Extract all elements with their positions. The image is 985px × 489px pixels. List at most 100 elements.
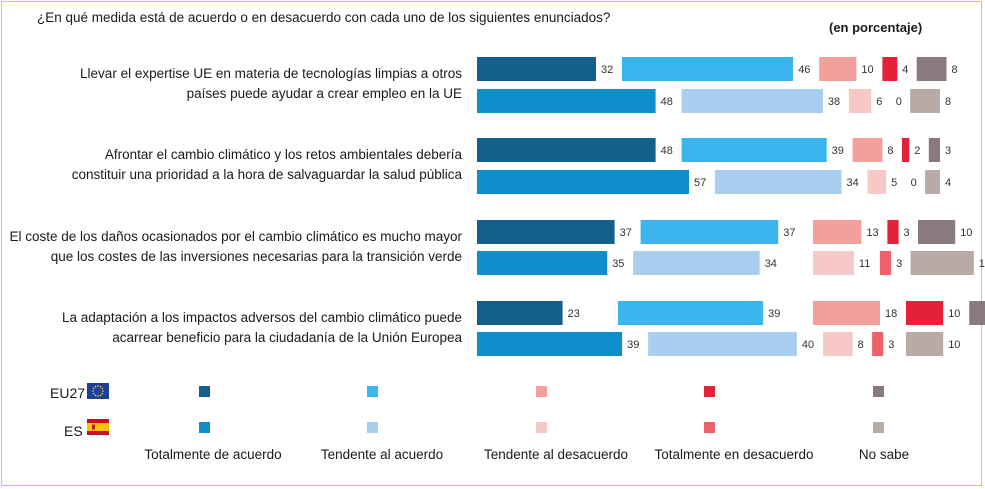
totalmente-en-desacuerdo-es-bar-3-label: 3	[896, 258, 902, 270]
no-sabe-es-bar-3-label: 17	[979, 258, 985, 270]
totalmente-de-acuerdo-eu27-bar-3	[477, 220, 615, 244]
tendente-al-acuerdo-es-bar-1-label: 38	[828, 96, 840, 108]
tendente-al-desacuerdo-eu27-bar-2	[852, 138, 883, 162]
tendente-al-acuerdo-eu27-bar-4	[618, 301, 764, 325]
no-sabe-eu27-bar-2	[928, 138, 940, 162]
tendente-al-desacuerdo-es-bar-3	[813, 251, 854, 275]
statement-2-line-1: Afrontar el cambio climático y los retos…	[105, 147, 463, 162]
totalmente-de-acuerdo-eu27-bar-1	[477, 57, 596, 81]
totalmente-de-acuerdo-es-bar-2	[477, 170, 689, 194]
legend-swatch-es-tendente-al-desacuerdo	[536, 422, 547, 433]
statement-group-4: La adaptación a los impactos adversos de…	[62, 301, 985, 356]
tendente-al-acuerdo-eu27-bar-3-label: 37	[783, 227, 795, 239]
legend-eu27-label: EU27	[50, 385, 85, 401]
legend-swatch-es-no-sabe	[873, 422, 884, 433]
totalmente-de-acuerdo-eu27-bar-4	[477, 301, 563, 325]
totalmente-de-acuerdo-es-bar-4-label: 39	[627, 339, 639, 351]
tendente-al-desacuerdo-eu27-bar-1-label: 10	[861, 64, 873, 76]
no-sabe-es-bar-2	[925, 170, 940, 194]
legend-swatch-es-totalmente-en-desacuerdo	[704, 422, 715, 433]
no-sabe-eu27-bar-2-label: 3	[945, 145, 951, 157]
totalmente-en-desacuerdo-eu27-bar-3-label: 3	[904, 227, 910, 239]
totalmente-de-acuerdo-es-bar-1-label: 48	[661, 96, 673, 108]
totalmente-en-desacuerdo-es-bar-4	[872, 332, 884, 356]
legend-swatch-eu27-tendente-al-desacuerdo	[536, 386, 547, 397]
statement-2-line-2: constituir una prioridad a la hora de sa…	[72, 167, 463, 182]
tendente-al-acuerdo-eu27-bar-4-label: 39	[768, 308, 780, 320]
totalmente-de-acuerdo-es-bar-3	[477, 251, 608, 275]
tendente-al-desacuerdo-es-bar-4-label: 8	[858, 339, 864, 351]
legend-label-tendente-al-acuerdo: Tendente al acuerdo	[321, 447, 443, 462]
tendente-al-desacuerdo-eu27-bar-1	[819, 57, 857, 81]
statement-1-line-1: Llevar el expertise UE en materia de tec…	[80, 66, 462, 81]
tendente-al-desacuerdo-es-bar-1-label: 6	[876, 96, 882, 108]
tendente-al-desacuerdo-es-bar-2	[867, 170, 887, 194]
legend-swatch-es-tendente-al-acuerdo	[367, 422, 378, 433]
no-sabe-es-bar-1	[910, 89, 940, 113]
totalmente-en-desacuerdo-es-bar-2-label: 0	[911, 177, 917, 189]
legend-label-totalmente-de-acuerdo: Totalmente de acuerdo	[144, 447, 281, 462]
totalmente-en-desacuerdo-eu27-bar-1	[882, 57, 898, 81]
no-sabe-eu27-bar-3-label: 10	[960, 227, 972, 239]
statement-3-line-1: El coste de los daños ocasionados por el…	[10, 229, 463, 244]
tendente-al-desacuerdo-eu27-bar-3	[813, 220, 862, 244]
tendente-al-acuerdo-es-bar-4	[648, 332, 797, 356]
totalmente-en-desacuerdo-eu27-bar-1-label: 4	[902, 64, 908, 76]
tendente-al-acuerdo-eu27-bar-2	[681, 138, 827, 162]
totalmente-en-desacuerdo-eu27-bar-4	[906, 301, 944, 325]
tendente-al-acuerdo-es-bar-1	[681, 89, 823, 113]
tendente-al-desacuerdo-es-bar-3-label: 11	[859, 258, 870, 270]
totalmente-de-acuerdo-es-bar-3-label: 35	[612, 258, 624, 270]
totalmente-en-desacuerdo-eu27-bar-3	[887, 220, 899, 244]
statement-group-1: Llevar el expertise UE en materia de tec…	[80, 57, 958, 113]
tendente-al-acuerdo-eu27-bar-1-label: 46	[798, 64, 810, 76]
totalmente-de-acuerdo-eu27-bar-2	[477, 138, 656, 162]
statement-1-line-2: países puede ayudar a crear empleo en la…	[187, 86, 462, 101]
totalmente-de-acuerdo-eu27-bar-3-label: 37	[620, 227, 632, 239]
totalmente-de-acuerdo-eu27-bar-4-label: 23	[568, 308, 580, 320]
no-sabe-eu27-bar-1	[916, 57, 947, 81]
totalmente-de-acuerdo-eu27-bar-1-label: 32	[601, 64, 613, 76]
no-sabe-es-bar-1-label: 8	[945, 96, 951, 108]
totalmente-de-acuerdo-es-bar-1	[477, 89, 656, 113]
no-sabe-es-bar-4-label: 10	[948, 339, 960, 351]
legend: EU27 ES Totalmente de acuerdo Tendente al…	[50, 383, 909, 462]
statement-group-3: El coste de los daños ocasionados por el…	[10, 220, 985, 275]
chart-question: ¿En qué medida está de acuerdo o en desa…	[37, 10, 610, 25]
legend-label-no-sabe: No sabe	[859, 447, 909, 462]
totalmente-en-desacuerdo-eu27-bar-4-label: 10	[948, 308, 960, 320]
tendente-al-acuerdo-es-bar-3	[633, 251, 760, 275]
tendente-al-acuerdo-es-bar-4-label: 40	[802, 339, 814, 351]
totalmente-en-desacuerdo-es-bar-3	[879, 251, 892, 275]
legend-es-label: ES	[64, 423, 83, 439]
totalmente-de-acuerdo-es-bar-4	[477, 332, 623, 356]
legend-swatch-eu27-totalmente-en-desacuerdo	[704, 386, 715, 397]
tendente-al-acuerdo-eu27-bar-3	[640, 220, 779, 244]
no-sabe-es-bar-2-label: 4	[945, 177, 951, 189]
bars-layer: Llevar el expertise UE en materia de tec…	[10, 57, 985, 356]
statement-group-2: Afrontar el cambio climático y los retos…	[72, 138, 951, 194]
spain-flag-icon	[87, 419, 109, 435]
totalmente-en-desacuerdo-es-bar-4-label: 3	[888, 339, 894, 351]
legend-swatch-es-totalmente-de-acuerdo	[199, 422, 210, 433]
tendente-al-desacuerdo-es-bar-1	[848, 89, 872, 113]
statement-3-line-2: que los costes de las inversiones necesa…	[51, 249, 462, 264]
legend-swatch-eu27-tendente-al-acuerdo	[367, 386, 378, 397]
tendente-al-desacuerdo-eu27-bar-3-label: 13	[866, 227, 878, 239]
no-sabe-es-bar-3	[910, 251, 974, 275]
totalmente-de-acuerdo-eu27-bar-2-label: 48	[661, 145, 673, 157]
legend-label-totalmente-en-desacuerdo: Totalmente en desacuerdo	[654, 447, 813, 462]
no-sabe-eu27-bar-3	[918, 220, 956, 244]
legend-swatch-eu27-totalmente-de-acuerdo	[199, 386, 210, 397]
tendente-al-acuerdo-es-bar-2-label: 34	[847, 177, 859, 189]
statement-4-line-2: acarrear beneficio para la ciudadanía de…	[112, 330, 462, 345]
tendente-al-acuerdo-eu27-bar-2-label: 39	[832, 145, 844, 157]
totalmente-en-desacuerdo-eu27-bar-2-label: 2	[914, 145, 920, 157]
no-sabe-es-bar-4	[906, 332, 944, 356]
tendente-al-desacuerdo-es-bar-2-label: 5	[891, 177, 897, 189]
eu-flag-icon	[87, 383, 109, 399]
unit-note: (en porcentaje)	[829, 20, 922, 35]
tendente-al-desacuerdo-eu27-bar-2-label: 8	[887, 145, 893, 157]
